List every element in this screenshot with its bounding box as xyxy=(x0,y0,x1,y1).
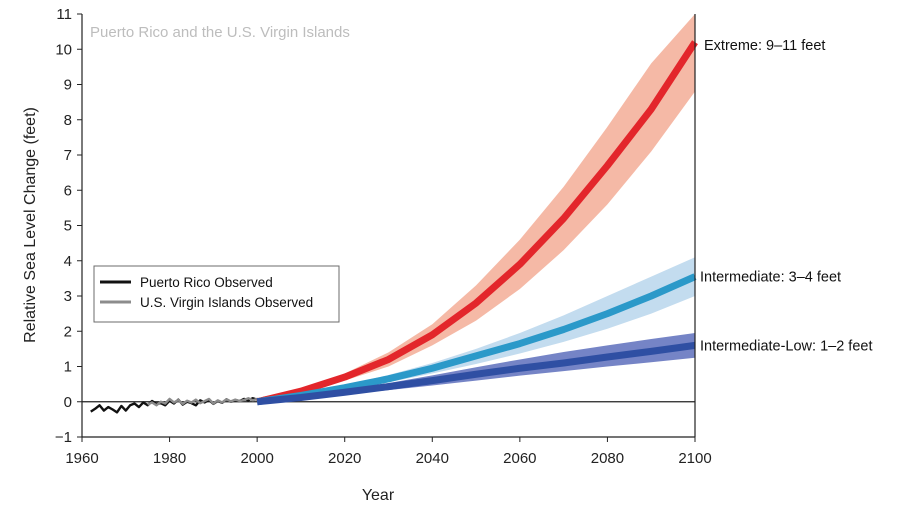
y-tick-label: −1 xyxy=(55,429,72,446)
y-axis-title: Relative Sea Level Change (feet) xyxy=(22,107,39,343)
y-tick-label: 7 xyxy=(64,147,72,164)
y-tick-label: 9 xyxy=(64,77,72,94)
scenario-labels: Extreme: 9–11 feet Intermediate: 3–4 feet… xyxy=(700,38,873,354)
y-tick-label: 5 xyxy=(64,218,72,235)
y-tick-label: 8 xyxy=(64,112,72,129)
x-tick-label: 2040 xyxy=(416,450,449,467)
y-tick-label: 10 xyxy=(55,41,72,58)
y-tick-label: 3 xyxy=(64,288,72,305)
scenario-label-intermediate-3-4-feet: Intermediate: 3–4 feet xyxy=(700,270,841,286)
y-tick-label: 0 xyxy=(64,394,72,411)
x-axis-title: Year xyxy=(362,487,395,504)
y-tick-label: 11 xyxy=(56,6,72,23)
x-tick-label: 2020 xyxy=(328,450,361,467)
x-tick-label: 2100 xyxy=(678,450,711,467)
scenario-band-intermediate-low-1-2-feet xyxy=(257,333,695,402)
scenario-label-extreme-9-11-feet: Extreme: 9–11 feet xyxy=(704,38,825,54)
x-tick-label: 2080 xyxy=(591,450,624,467)
x-tick-label: 2060 xyxy=(503,450,536,467)
scenario-lines xyxy=(256,40,698,406)
legend: Puerto Rico Observed U.S. Virgin Islands… xyxy=(93,265,340,323)
axes: −1 0 1 2 3 4 5 6 7 8 9 10 11 1960 1980 2000 2020 2040 2060… xyxy=(55,6,712,467)
legend-label-puerto-rico: Puerto Rico Observed xyxy=(140,275,273,290)
scenario-line-intermediate-3-4-feet xyxy=(256,273,697,406)
legend-box xyxy=(93,265,340,323)
inset-title: Puerto Rico and the U.S. Virgin Islands xyxy=(90,24,350,41)
scenario-label-intermediate-low-1-2-feet: Intermediate-Low: 1–2 feet xyxy=(700,338,873,354)
y-tick-label: 1 xyxy=(64,359,72,376)
scenario-line-extreme-9-11-feet xyxy=(256,40,698,406)
y-tick-label: 2 xyxy=(64,323,72,340)
x-tick-label: 1980 xyxy=(153,450,186,467)
legend-label-usvi: U.S. Virgin Islands Observed xyxy=(140,295,313,310)
scenario-line-intermediate-low-1-2-feet xyxy=(256,341,696,406)
x-tick-label: 2000 xyxy=(240,450,273,467)
y-tick-label: 4 xyxy=(64,253,72,270)
y-tick-label: 6 xyxy=(64,182,72,199)
x-tick-label: 1960 xyxy=(65,450,98,467)
scenario-bands xyxy=(257,14,695,402)
